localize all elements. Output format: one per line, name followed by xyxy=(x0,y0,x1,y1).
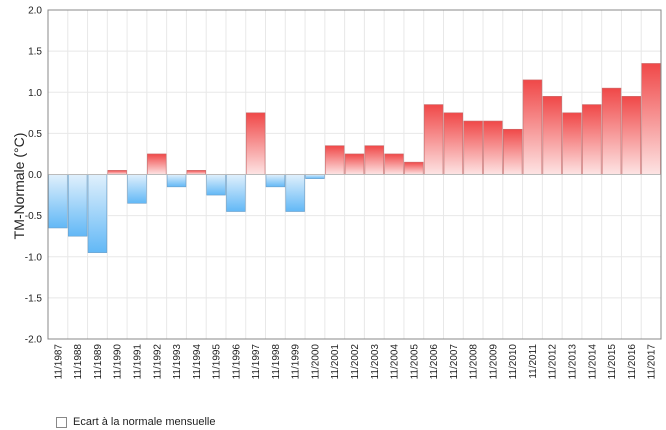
bar[interactable] xyxy=(641,63,661,175)
bar[interactable] xyxy=(522,79,543,175)
bar[interactable] xyxy=(186,170,206,175)
bar[interactable] xyxy=(265,174,286,188)
x-tick-label: 11/1990 xyxy=(113,344,124,380)
x-tick-label: 11/1992 xyxy=(152,344,163,380)
x-tick-label: 11/1988 xyxy=(73,344,84,380)
bar[interactable] xyxy=(404,161,424,175)
bar[interactable] xyxy=(582,104,602,175)
x-tick-label: 11/1989 xyxy=(93,344,104,380)
x-tick-label: 11/2001 xyxy=(330,344,341,380)
bar[interactable] xyxy=(67,174,88,237)
x-tick-label: 11/1999 xyxy=(291,344,302,380)
x-tick-label: 11/2007 xyxy=(449,344,460,380)
bar[interactable] xyxy=(601,87,622,175)
legend-swatch[interactable] xyxy=(56,416,67,428)
x-tick-label: 11/2005 xyxy=(409,344,420,380)
x-tick-label: 11/2013 xyxy=(568,344,579,380)
y-tick-label: 1.0 xyxy=(28,88,42,99)
x-tick-label: 11/1993 xyxy=(172,344,183,380)
x-tick-label: 11/2003 xyxy=(370,344,381,380)
y-tick-label: 2.0 xyxy=(28,6,42,17)
y-tick-label: -1.0 xyxy=(25,252,43,263)
bar[interactable] xyxy=(226,174,246,212)
bar[interactable] xyxy=(166,174,187,188)
x-tick-label: 11/2009 xyxy=(488,344,499,380)
x-tick-label: 11/2015 xyxy=(607,344,618,380)
bar[interactable] xyxy=(423,104,444,175)
bar[interactable] xyxy=(285,174,305,212)
x-tick-label: 11/2011 xyxy=(528,344,539,379)
y-tick-label: -1.5 xyxy=(25,293,43,304)
y-axis-label-container: TM-Normale (°C) xyxy=(8,133,30,240)
bar[interactable] xyxy=(147,153,167,175)
bar[interactable] xyxy=(87,174,108,253)
x-tick-label: 11/1987 xyxy=(53,344,64,380)
y-tick-label: 0.0 xyxy=(28,170,42,181)
bar[interactable] xyxy=(562,112,582,175)
bar[interactable] xyxy=(503,128,523,175)
bar[interactable] xyxy=(384,153,404,175)
legend[interactable]: Ecart à la normale mensuelle xyxy=(56,416,215,428)
x-tick-label: 11/2008 xyxy=(469,344,480,380)
x-tick-label: 11/2002 xyxy=(350,344,361,380)
x-tick-label: 11/2010 xyxy=(508,344,519,380)
legend-label: Ecart à la normale mensuelle xyxy=(73,416,216,428)
y-axis-label: TM-Normale (°C) xyxy=(11,132,27,240)
y-tick-label: 1.5 xyxy=(28,47,42,58)
y-axis-ticks: -2.0 -1.5 -1.0 -0.5 0.0 0.5 1.0 1.5 2.0 xyxy=(25,6,43,346)
x-tick-label: 11/2017 xyxy=(647,344,658,380)
bar[interactable] xyxy=(483,120,503,175)
x-tick-label: 11/2000 xyxy=(310,344,321,380)
bar[interactable] xyxy=(127,174,147,204)
x-axis-ticks: 11/1987 11/1988 11/1989 11/1990 11/1991 11/19… xyxy=(53,344,657,380)
bar[interactable] xyxy=(48,174,68,229)
x-tick-label: 11/1998 xyxy=(271,344,282,380)
bar[interactable] xyxy=(463,120,483,175)
x-tick-label: 11/2016 xyxy=(627,344,638,380)
bar[interactable] xyxy=(443,112,464,175)
x-tick-label: 11/2004 xyxy=(390,344,401,380)
bar[interactable] xyxy=(364,145,384,175)
x-tick-label: 11/2014 xyxy=(587,344,598,380)
x-tick-label: 11/1995 xyxy=(212,344,223,380)
bar[interactable] xyxy=(621,96,642,175)
x-tick-label: 11/2012 xyxy=(548,344,559,380)
bar[interactable] xyxy=(344,153,365,175)
x-tick-label: 11/1994 xyxy=(192,344,203,380)
bar[interactable] xyxy=(305,174,325,179)
x-tick-label: 11/1991 xyxy=(132,344,143,380)
x-tick-label: 11/1996 xyxy=(231,344,242,380)
x-tick-label: 11/2006 xyxy=(429,344,440,380)
bar[interactable] xyxy=(325,145,345,175)
x-tick-label: 11/1997 xyxy=(251,344,262,380)
y-tick-label: -0.5 xyxy=(25,211,43,222)
bars xyxy=(48,63,661,253)
bar[interactable] xyxy=(206,174,226,196)
y-tick-label: -2.0 xyxy=(25,335,43,346)
y-tick-label: 0.5 xyxy=(28,129,42,140)
plot-frame xyxy=(47,9,662,340)
bar[interactable] xyxy=(245,112,266,175)
bar[interactable] xyxy=(542,96,562,175)
bar[interactable] xyxy=(107,170,127,175)
